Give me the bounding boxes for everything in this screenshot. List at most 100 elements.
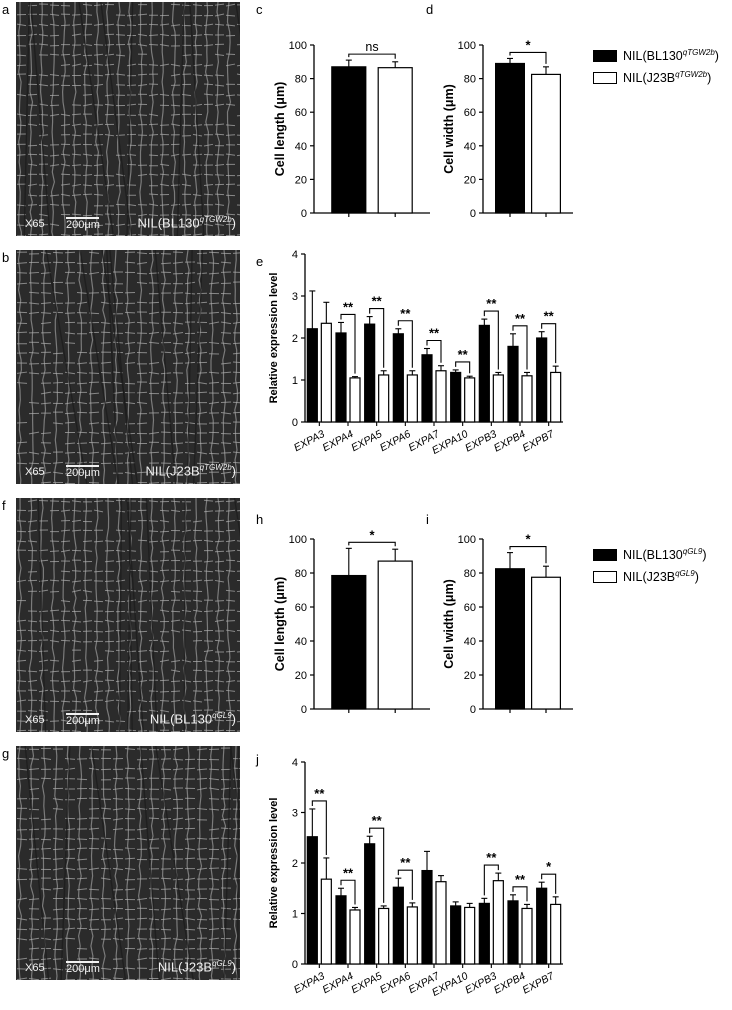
y-tick-label: 60 xyxy=(295,107,307,119)
y-tick-label: 100 xyxy=(289,534,307,546)
bar xyxy=(464,906,476,965)
chart-d: 0 20 40 60 80 100 Cell width (μm) * xyxy=(442,37,573,220)
panel-letter-a: a xyxy=(2,2,10,17)
genotype-label: NIL(J23BqGL9) xyxy=(157,958,236,974)
bar xyxy=(331,66,367,214)
significance-bracket xyxy=(369,308,385,368)
bar xyxy=(521,375,533,423)
bar xyxy=(349,909,361,965)
y-tick-label: 3 xyxy=(292,808,298,820)
bar xyxy=(507,900,519,965)
legend-label: NIL(J23BqGL9) xyxy=(623,569,699,585)
significance-label: ** xyxy=(372,813,383,828)
panel-letter-g: g xyxy=(2,746,10,761)
micrograph-f: X65 200μm NIL(BL130qGL9) xyxy=(16,498,240,732)
bar xyxy=(435,370,447,423)
y-tick-label: 100 xyxy=(289,40,307,52)
x-tick-label: EXPA6 xyxy=(378,428,413,454)
y-tick-label: 0 xyxy=(301,704,307,716)
bar xyxy=(521,907,533,965)
y-axis-label: Relative expression level xyxy=(268,798,280,929)
significance-bracket xyxy=(426,339,442,363)
y-tick-label: 80 xyxy=(464,74,476,86)
y-tick-label: 60 xyxy=(464,107,476,119)
panel-letter-b: b xyxy=(2,250,10,265)
y-tick-label: 0 xyxy=(292,959,298,971)
y-tick-label: 20 xyxy=(464,670,476,682)
y-tick-label: 3 xyxy=(292,291,298,303)
legend-item: NIL(J23BqTGW2b) xyxy=(593,67,719,89)
legend-item: NIL(BL130qTGW2b) xyxy=(593,45,719,67)
magnification-label: X65 xyxy=(25,218,45,230)
bar xyxy=(478,902,490,965)
y-tick-label: 100 xyxy=(458,40,476,52)
significance-label: ** xyxy=(343,299,354,314)
bar xyxy=(378,907,390,965)
scale-bar xyxy=(66,465,99,467)
bar xyxy=(492,880,504,965)
y-tick-label: 100 xyxy=(458,534,476,546)
bar xyxy=(478,324,490,423)
significance-bracket xyxy=(348,53,396,59)
bar xyxy=(550,371,562,423)
genotype-label: NIL(BL130qTGW2b) xyxy=(137,214,236,230)
bar xyxy=(406,374,418,423)
bar xyxy=(495,568,526,710)
bar xyxy=(392,886,404,965)
y-tick-label: 1 xyxy=(292,375,298,387)
legend-swatch-black xyxy=(593,50,617,62)
y-tick-label: 4 xyxy=(292,249,298,261)
cell-texture xyxy=(16,2,240,236)
significance-bracket xyxy=(340,879,356,905)
significance-bracket xyxy=(512,886,528,902)
significance-label: ** xyxy=(515,872,526,887)
y-tick-label: 2 xyxy=(292,858,298,870)
scale-bar xyxy=(66,961,99,963)
y-tick-label: 80 xyxy=(295,74,307,86)
legend-label: NIL(J23BqTGW2b) xyxy=(623,70,712,86)
legend-bottom: NIL(BL130qGL9) NIL(J23BqGL9) xyxy=(593,544,707,588)
panel-letter-f: f xyxy=(2,498,6,513)
cell-texture xyxy=(16,250,240,484)
genotype-label: NIL(BL130qGL9) xyxy=(149,710,236,726)
x-tick-label: EXPA3 xyxy=(292,970,327,996)
y-axis-label: Cell width (μm) xyxy=(442,84,456,174)
y-tick-label: 80 xyxy=(464,568,476,580)
chart-h: 0 20 40 60 80 100 Cell length (μm) * xyxy=(273,527,430,716)
x-tick-label: EXPA4 xyxy=(321,428,356,454)
significance-bracket xyxy=(483,310,499,370)
y-tick-label: 60 xyxy=(295,602,307,614)
bar xyxy=(536,337,548,423)
bar xyxy=(507,345,519,423)
significance-bracket xyxy=(512,325,528,370)
panel-letter-c: c xyxy=(256,2,263,17)
bar xyxy=(421,869,433,965)
significance-label: ** xyxy=(343,865,354,880)
significance-label: ** xyxy=(429,326,440,341)
significance-label: ** xyxy=(314,786,325,801)
y-axis-label: Cell length (μm) xyxy=(273,577,287,671)
legend-swatch-white xyxy=(593,72,617,84)
y-tick-label: 0 xyxy=(470,208,476,220)
bar xyxy=(377,560,413,710)
bar xyxy=(495,62,526,214)
scale-bar-label: 200μm xyxy=(66,219,100,231)
legend-swatch-black xyxy=(593,549,617,561)
bar xyxy=(335,895,347,965)
bar xyxy=(406,906,418,965)
panel-letter-h: h xyxy=(256,512,264,527)
significance-label: * xyxy=(525,532,531,547)
significance-bracket xyxy=(509,546,547,564)
significance-bracket xyxy=(541,873,557,894)
bar xyxy=(392,333,404,423)
bar xyxy=(306,328,318,423)
y-tick-label: 4 xyxy=(292,757,298,769)
x-tick-label: EXPA5 xyxy=(349,970,384,996)
significance-bracket xyxy=(483,864,499,896)
legend-top: NIL(BL130qTGW2b) NIL(J23BqTGW2b) xyxy=(593,45,719,89)
y-tick-label: 0 xyxy=(301,208,307,220)
y-tick-label: 20 xyxy=(295,670,307,682)
bar xyxy=(377,67,413,214)
x-tick-label: EXPB4 xyxy=(492,970,528,997)
